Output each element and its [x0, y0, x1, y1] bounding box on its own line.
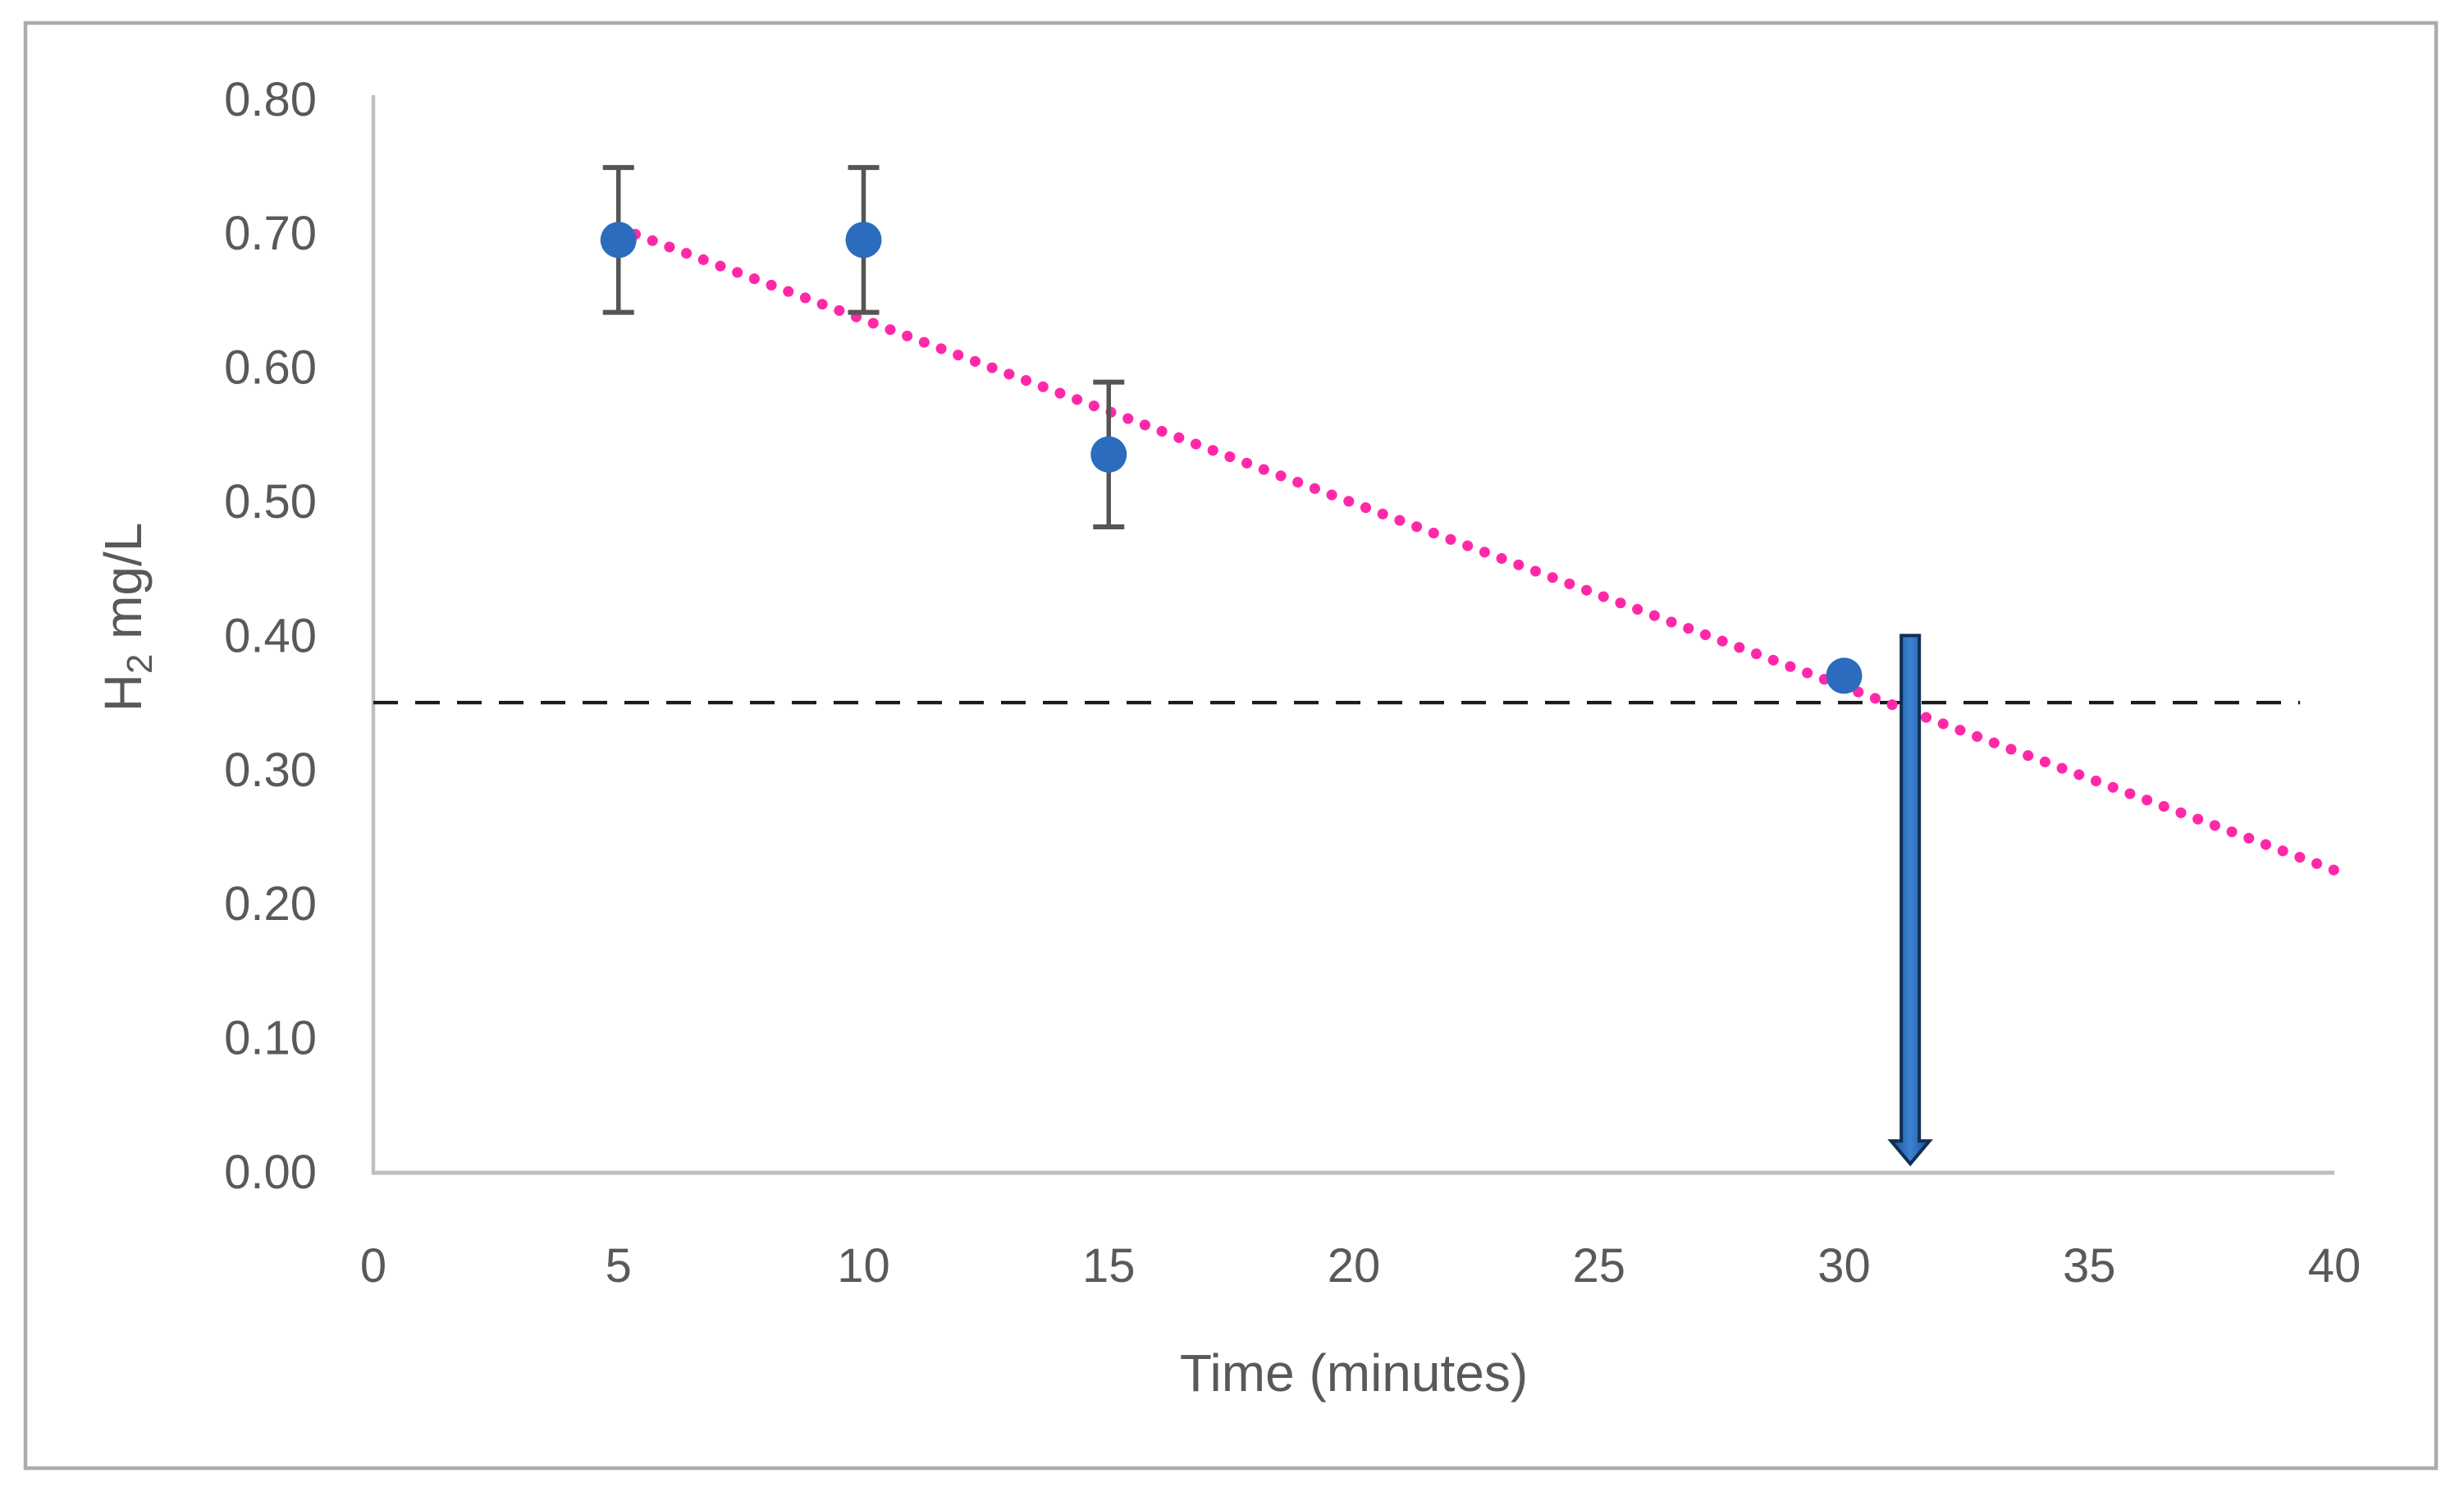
y-tick-label: 0.80: [224, 73, 317, 126]
y-tick-label: 0.60: [224, 341, 317, 395]
y-tick-label: 0.10: [224, 1012, 317, 1065]
y-tick-label: 0.00: [224, 1146, 317, 1199]
y-tick-label: 0.40: [224, 609, 317, 662]
y-axis-title-subscript: 2: [120, 654, 160, 674]
x-tick-label: 20: [1328, 1239, 1381, 1293]
y-tick-label: 0.20: [224, 877, 317, 931]
x-tick-label: 35: [2063, 1239, 2116, 1293]
x-tick-label: 40: [2308, 1239, 2361, 1293]
data-point-marker: [845, 222, 882, 259]
x-tick-label: 15: [1082, 1239, 1136, 1293]
x-axis-title: Time (minutes): [1180, 1343, 1528, 1403]
data-point-marker: [1090, 436, 1127, 473]
y-tick-label: 0.70: [224, 207, 317, 260]
chart-frame-border: [23, 21, 2439, 1471]
trendline-dotted: [613, 222, 2340, 876]
y-tick-label: 0.30: [224, 744, 317, 797]
y-tick-label: 0.50: [224, 475, 317, 529]
x-tick-label: 30: [1817, 1239, 1871, 1293]
x-tick-label: 10: [837, 1239, 890, 1293]
data-point-marker: [1826, 657, 1863, 694]
y-axis-title: H2 mg/L: [94, 523, 160, 712]
x-tick-label: 5: [606, 1239, 632, 1293]
drop-arrow: [1887, 634, 1933, 1167]
data-point-marker: [600, 222, 637, 259]
x-tick-label: 0: [360, 1239, 386, 1293]
y-axis-title-unit: mg/L: [94, 523, 153, 654]
x-tick-label: 25: [1572, 1239, 1625, 1293]
y-axis-title-base: H: [94, 674, 153, 712]
